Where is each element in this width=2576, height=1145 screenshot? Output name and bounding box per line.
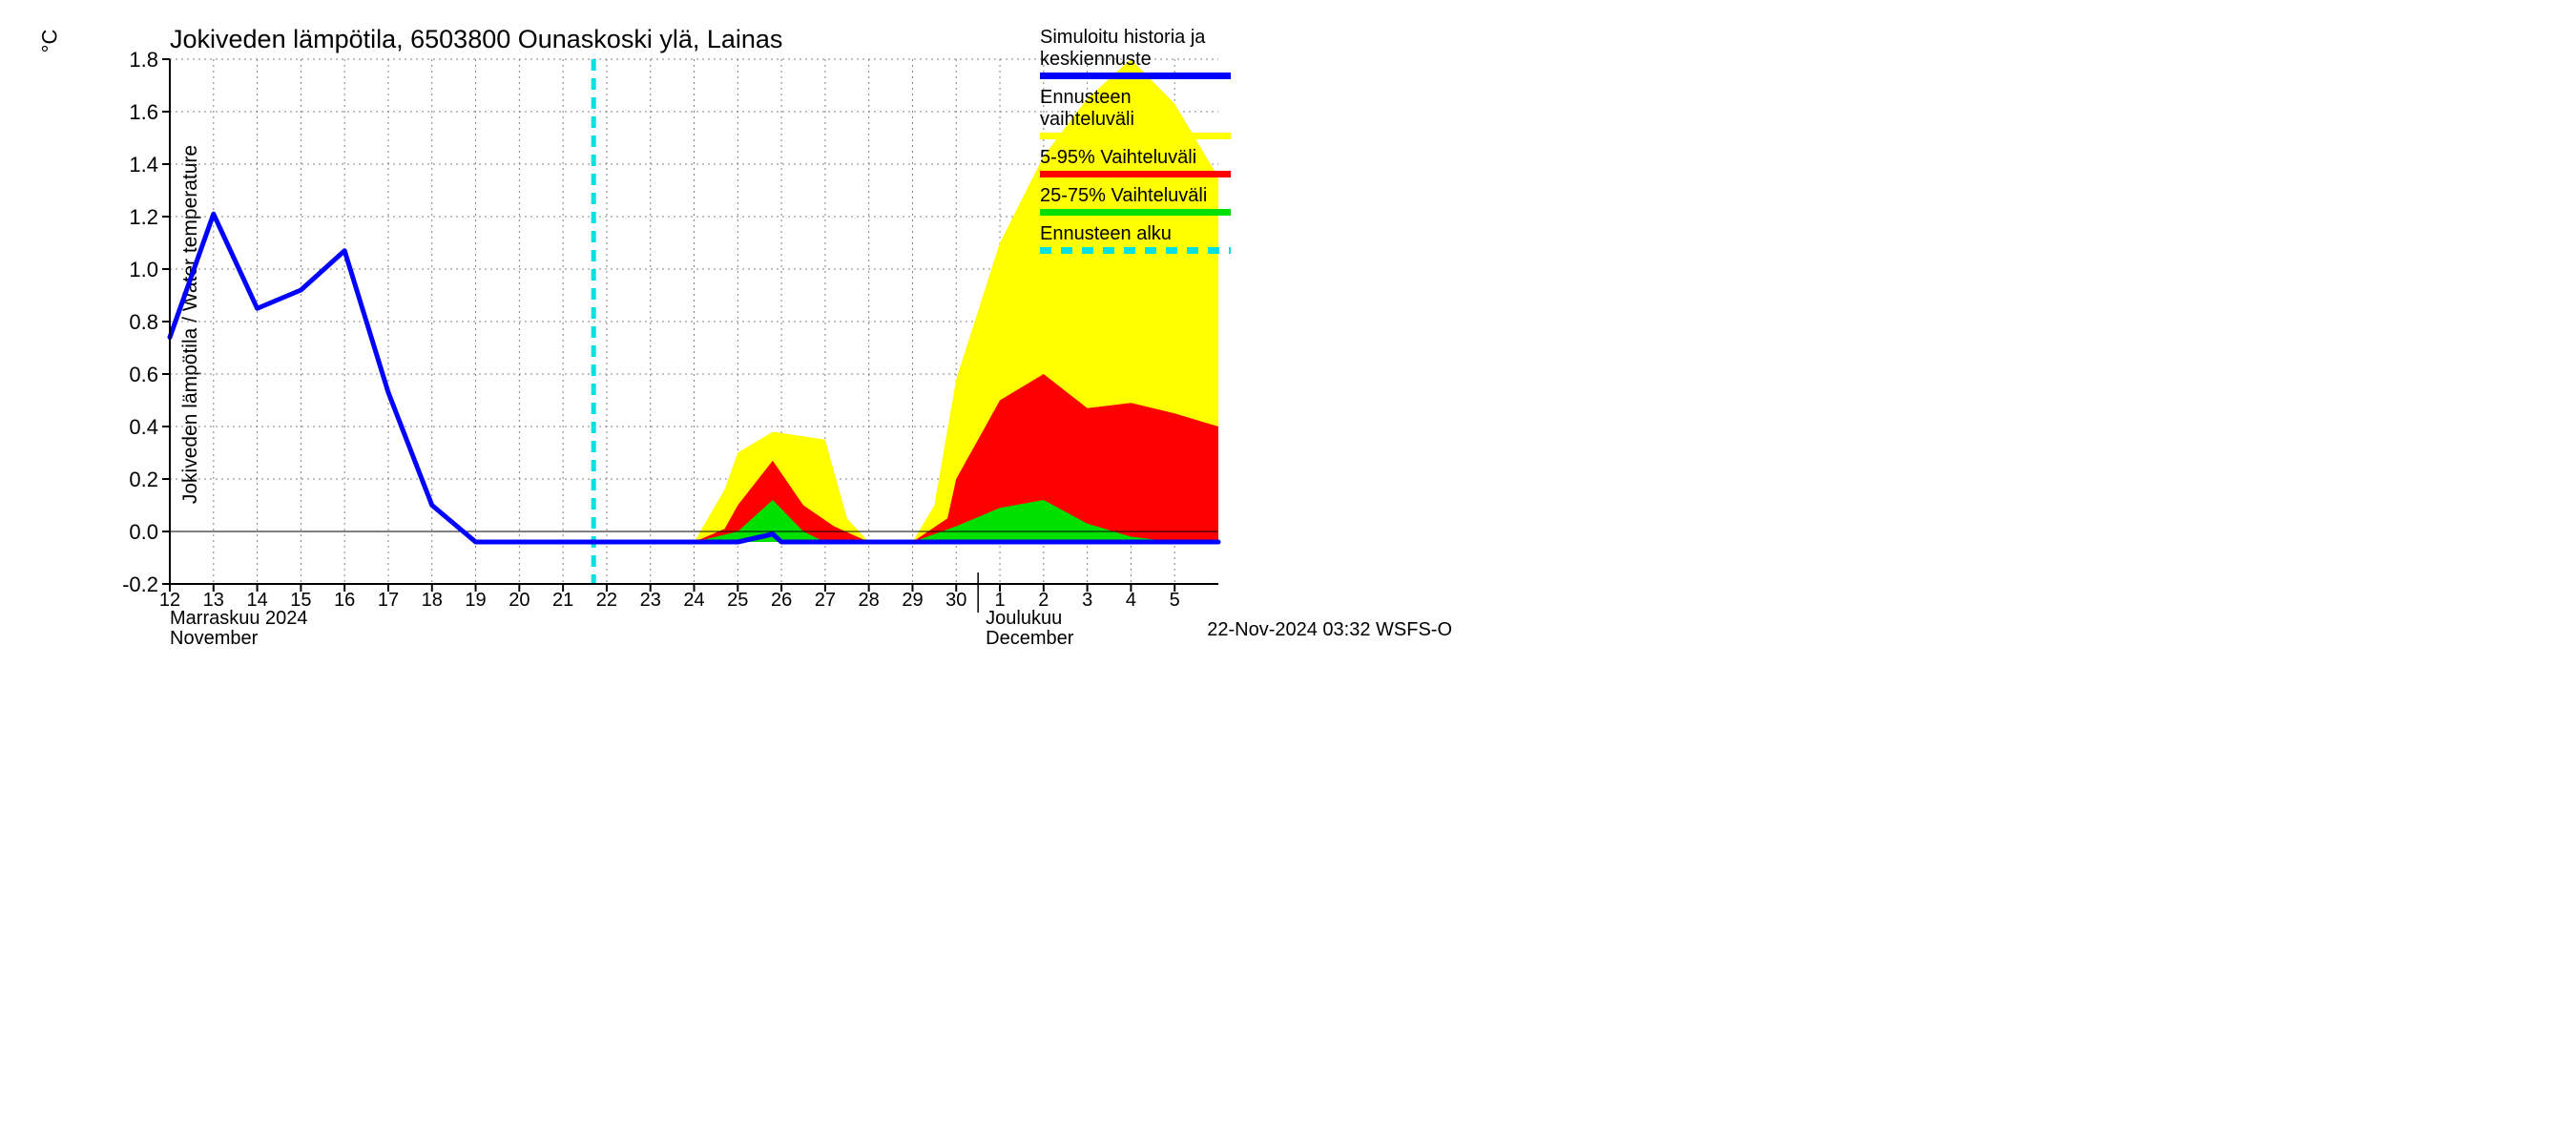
chart-container: °C Jokiveden lämpötila / Water temperatu… [0, 0, 1458, 647]
y-tick-label: 0.0 [106, 520, 158, 545]
y-tick-label: 1.0 [106, 258, 158, 282]
legend-swatch [1040, 247, 1231, 254]
x-axis-month1-fi: Marraskuu 2024 [170, 608, 308, 630]
y-tick-label: 1.8 [106, 48, 158, 73]
x-tick-label: 14 [246, 590, 267, 612]
y-tick-label: 0.2 [106, 468, 158, 492]
y-tick-label: 0.6 [106, 363, 158, 387]
legend-swatch [1040, 133, 1231, 139]
x-tick-label: 1 [994, 590, 1005, 612]
x-tick-label: 27 [815, 590, 836, 612]
x-tick-label: 24 [683, 590, 704, 612]
y-tick-label: -0.2 [106, 572, 158, 597]
x-tick-label: 28 [859, 590, 880, 612]
legend-label: Simuloitu historia ja keskiennuste [1040, 27, 1231, 71]
x-axis-month2-en: December [986, 628, 1073, 650]
x-tick-label: 30 [945, 590, 966, 612]
x-tick-label: 29 [902, 590, 923, 612]
x-tick-label: 18 [422, 590, 443, 612]
y-tick-label: 1.6 [106, 100, 158, 125]
chart-title: Jokiveden lämpötila, 6503800 Ounaskoski … [170, 25, 782, 54]
x-tick-label: 26 [771, 590, 792, 612]
x-tick-label: 21 [552, 590, 573, 612]
x-tick-label: 16 [334, 590, 355, 612]
x-tick-label: 3 [1082, 590, 1092, 612]
x-tick-label: 13 [203, 590, 224, 612]
y-axis-unit: °C [37, 30, 62, 53]
x-tick-label: 4 [1126, 590, 1136, 612]
legend-swatch [1040, 171, 1231, 177]
y-tick-label: 1.2 [106, 205, 158, 230]
x-axis-month1-en: November [170, 628, 258, 650]
x-tick-label: 2 [1038, 590, 1049, 612]
x-tick-label: 12 [159, 590, 180, 612]
legend: Simuloitu historia ja keskiennuste Ennust… [1040, 27, 1231, 261]
x-tick-label: 23 [640, 590, 661, 612]
x-tick-label: 20 [509, 590, 530, 612]
x-tick-label: 25 [727, 590, 748, 612]
x-tick-label: 5 [1170, 590, 1180, 612]
y-tick-label: 0.4 [106, 415, 158, 440]
y-tick-label: 0.8 [106, 310, 158, 335]
y-tick-label: 1.4 [106, 153, 158, 177]
legend-label: 25-75% Vaihteluväli [1040, 185, 1231, 207]
legend-label: Ennusteen alku [1040, 223, 1231, 245]
x-tick-label: 22 [596, 590, 617, 612]
footer-timestamp: 22-Nov-2024 03:32 WSFS-O [1207, 619, 1452, 641]
legend-label: Ennusteen vaihteluväli [1040, 87, 1231, 131]
legend-swatch [1040, 209, 1231, 216]
x-tick-label: 19 [465, 590, 486, 612]
legend-label: 5-95% Vaihteluväli [1040, 147, 1231, 169]
x-tick-label: 15 [290, 590, 311, 612]
x-tick-label: 17 [378, 590, 399, 612]
legend-swatch [1040, 73, 1231, 79]
